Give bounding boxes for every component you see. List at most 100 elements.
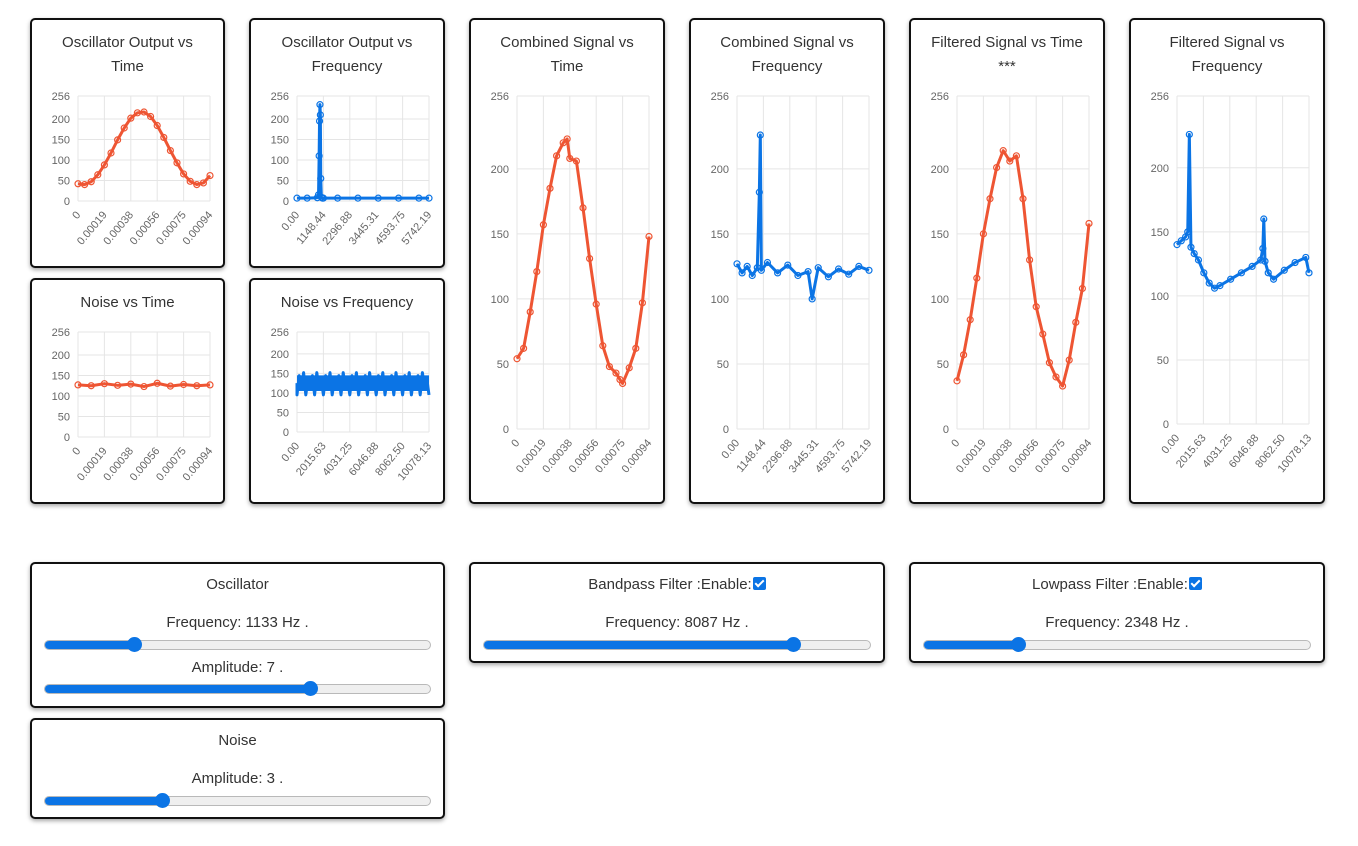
data-point (315, 152, 323, 160)
lowpass-title-text: Lowpass Filter :Enable: (1032, 576, 1188, 593)
data-point (743, 262, 751, 271)
slider-thumb[interactable] (302, 681, 318, 696)
y-tick-label: 200 (52, 114, 70, 126)
data-point (100, 380, 109, 388)
data-point (1280, 266, 1288, 274)
data-point (559, 139, 567, 147)
series-line (735, 133, 870, 301)
data-point (146, 112, 155, 121)
y-tick-label: 100 (271, 388, 289, 400)
y-tick-label: 0 (503, 424, 509, 436)
x-tick-label: 0.00 (719, 437, 742, 461)
data-point (592, 300, 600, 308)
data-point (748, 271, 756, 280)
chart-title: Noise vs Time (80, 294, 175, 311)
chart-noise-frequency: 0501001502002560.002015.634031.256046.88… (271, 327, 435, 483)
data-point (763, 258, 772, 267)
y-tick-label: 50 (937, 359, 949, 371)
data-point (113, 381, 122, 389)
data-point (186, 177, 194, 185)
data-point (645, 232, 653, 241)
y-tick-label: 256 (271, 327, 289, 339)
data-point (973, 274, 981, 282)
data-point (824, 273, 832, 281)
data-point (1025, 256, 1034, 264)
data-point (794, 271, 802, 280)
lowpass-frequency-slider[interactable] (923, 637, 1311, 652)
chart-noise-time: 05010015020025600.000190.000380.000560.0… (52, 327, 216, 483)
data-point (755, 188, 763, 196)
data-point (206, 381, 214, 389)
data-point (552, 152, 561, 160)
data-point (632, 344, 640, 352)
y-tick-label: 50 (1157, 355, 1169, 367)
chart-title: Oscillator Output vs Time (62, 34, 193, 75)
data-point (1065, 356, 1073, 364)
noise-amplitude-slider[interactable] (44, 793, 431, 808)
data-point (80, 180, 89, 189)
data-point (1305, 269, 1313, 277)
y-tick-label: 0 (723, 424, 729, 436)
y-tick-label: 100 (271, 155, 289, 167)
data-point (1259, 244, 1267, 253)
oscillator-frequency-slider[interactable] (44, 637, 431, 652)
data-point (733, 260, 741, 268)
data-point (774, 269, 782, 277)
data-point (1187, 243, 1195, 251)
data-point (107, 149, 115, 157)
data-point (1302, 253, 1310, 262)
data-point (599, 342, 607, 350)
slider-thumb[interactable] (155, 793, 171, 808)
chart-card-filtered-time: Filtered Signal vs Time *** 0 50 100 150 200… (909, 18, 1105, 504)
slider-thumb[interactable] (785, 637, 801, 652)
bandpass-frequency-slider[interactable] (483, 637, 871, 652)
slider-thumb[interactable] (127, 637, 143, 652)
oscillator-control-card: Oscillator Frequency: 1133 Hz . Amplitud… (30, 562, 445, 708)
data-point (834, 265, 843, 273)
data-point (1006, 157, 1014, 165)
data-point (127, 380, 135, 388)
data-point (1059, 382, 1067, 390)
data-point (1032, 303, 1040, 311)
data-point (1216, 282, 1224, 290)
y-tick-label: 50 (497, 359, 509, 371)
data-point (1257, 256, 1265, 264)
oscillator-amplitude-slider[interactable] (44, 681, 431, 696)
data-point (539, 221, 548, 229)
data-point (334, 194, 342, 202)
data-point (140, 382, 148, 391)
y-tick-label: 200 (271, 349, 289, 361)
data-point (1072, 318, 1080, 326)
y-tick-label: 150 (1151, 227, 1169, 239)
bandpass-frequency-label: Frequency: 8087 Hz . (605, 614, 749, 631)
data-point (1185, 130, 1193, 139)
slider-fill (924, 641, 1019, 649)
data-point (738, 269, 746, 277)
data-point (605, 362, 613, 371)
data-point (533, 268, 541, 276)
data-point (1205, 279, 1213, 287)
y-tick-label: 256 (52, 91, 70, 103)
y-tick-label: 0 (1163, 419, 1169, 431)
data-point (1045, 359, 1053, 367)
series-line (77, 110, 212, 187)
lowpass-enable-checkbox[interactable] (1188, 577, 1202, 590)
bandpass-enable-checkbox[interactable] (752, 577, 766, 590)
chart-title: Oscillator Output vs Frequency (281, 34, 413, 75)
data-point (979, 230, 988, 238)
y-tick-label: 256 (931, 91, 949, 103)
data-point (1190, 249, 1198, 258)
y-tick-label: 0 (64, 432, 70, 444)
data-point (1260, 215, 1268, 223)
y-tick-label: 256 (711, 91, 729, 103)
y-tick-label: 200 (491, 164, 509, 176)
data-point (316, 111, 324, 119)
chart-card-combined-frequency: Combined Signal vs Frequency 0 50 100 150 20… (689, 18, 885, 504)
data-point (316, 101, 324, 109)
y-tick-label: 200 (711, 164, 729, 176)
data-point (585, 254, 594, 263)
chart-title: Filtered Signal vs Frequency (1169, 34, 1285, 75)
data-point (140, 108, 148, 116)
slider-thumb[interactable] (1010, 637, 1026, 652)
data-point (206, 171, 214, 180)
